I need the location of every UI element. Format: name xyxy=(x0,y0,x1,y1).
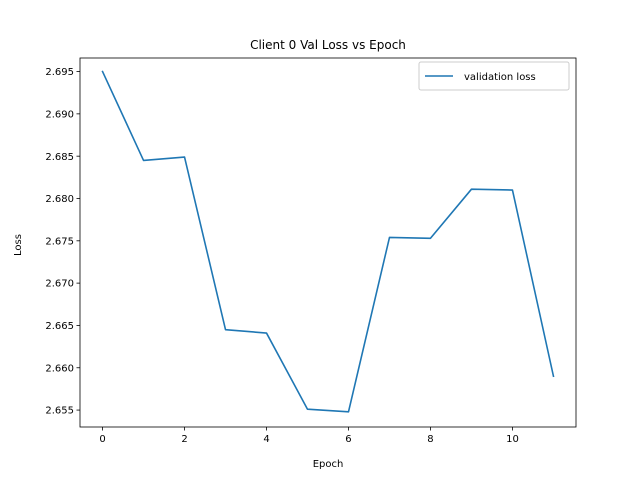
x-tick-label: 0 xyxy=(99,434,105,445)
y-tick-label: 2.675 xyxy=(45,236,74,247)
y-axis-ticks: 2.655 2.660 2.665 2.670 2.675 2.680 2.685 2.690… xyxy=(45,67,80,417)
chart-title: Client 0 Val Loss vs Epoch xyxy=(250,38,406,52)
series-line-0 xyxy=(101,70,555,413)
x-axis-ticks: 0 2 4 6 8 10 xyxy=(99,427,519,445)
y-tick-label: 2.670 xyxy=(45,279,74,290)
y-tick-label: 2.685 xyxy=(45,152,74,163)
legend-label: validation loss xyxy=(464,72,536,83)
y-tick-label: 2.660 xyxy=(45,363,74,374)
x-tick-label: 8 xyxy=(427,434,433,445)
y-tick-label: 2.690 xyxy=(45,109,74,120)
legend: validation loss xyxy=(418,61,570,91)
y-tick-label: 2.695 xyxy=(45,67,74,78)
plot-area xyxy=(79,57,577,428)
legend-box xyxy=(418,61,570,91)
x-tick-label: 2 xyxy=(181,434,187,445)
x-axis-label: Epoch xyxy=(313,459,344,470)
y-tick-label: 2.680 xyxy=(45,194,74,205)
y-tick-label: 2.655 xyxy=(45,406,74,417)
y-axis-label: Loss xyxy=(13,234,24,256)
x-tick-label: 6 xyxy=(345,434,351,445)
y-tick-label: 2.665 xyxy=(45,321,74,332)
axes-frame xyxy=(79,57,577,428)
x-tick-label: 10 xyxy=(506,434,519,445)
x-tick-label: 4 xyxy=(263,434,269,445)
